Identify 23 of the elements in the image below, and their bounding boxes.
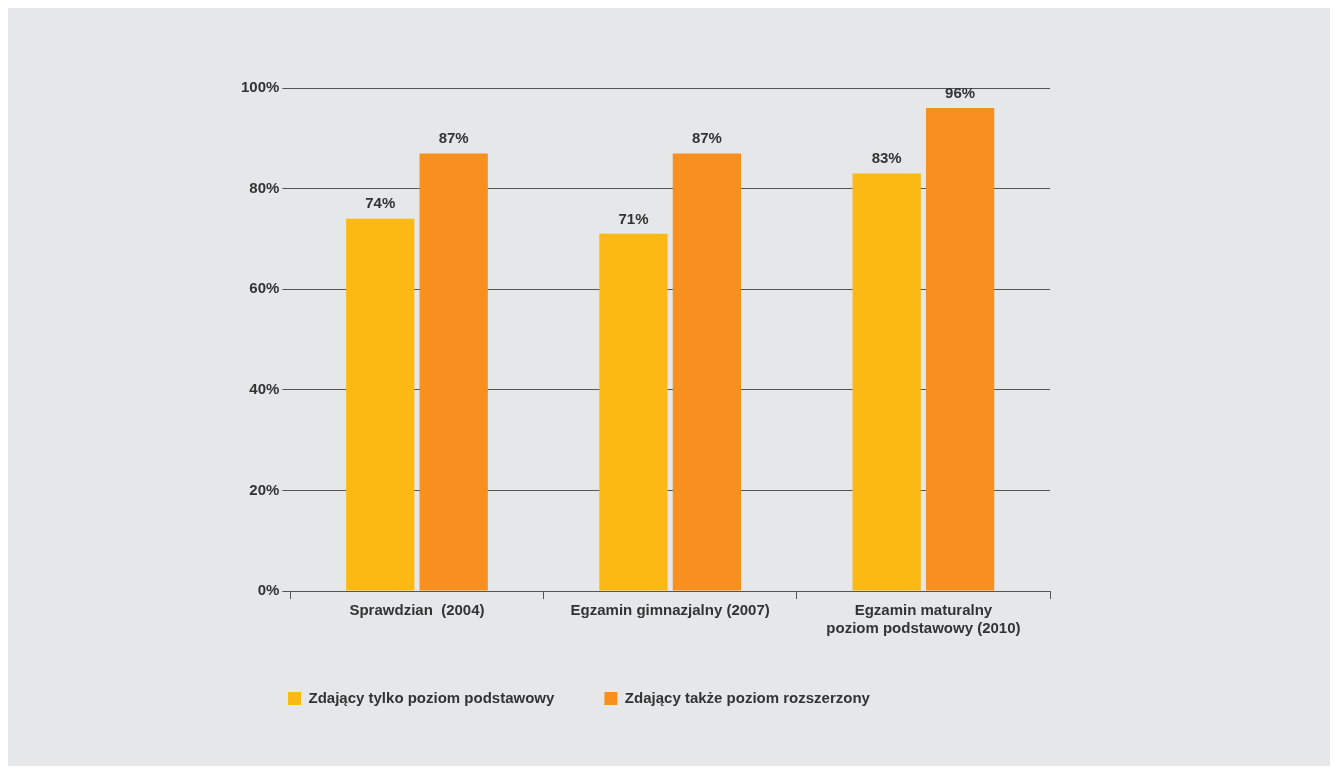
x-tick-label: Egzamin gimnazjalny (2007) — [570, 601, 770, 619]
legend-label: Zdający tylko poziom podstawowy — [308, 688, 556, 706]
bar — [599, 233, 668, 591]
data-label: 71% — [618, 209, 649, 227]
data-label: 74% — [365, 194, 396, 212]
bar — [925, 108, 995, 591]
y-tick-label: 80% — [249, 178, 280, 196]
bar — [672, 153, 742, 591]
y-tick-label: 0% — [257, 581, 280, 599]
bar — [852, 173, 921, 591]
data-label: 87% — [691, 129, 722, 147]
y-tick-label: 60% — [249, 279, 280, 297]
x-tick-label: Egzamin maturalny poziom podstawowy (2010) — [826, 601, 1021, 637]
data-label: 87% — [438, 129, 469, 147]
data-label: 96% — [945, 83, 976, 101]
y-tick-label: 100% — [240, 78, 280, 96]
y-tick-label: 40% — [249, 379, 280, 397]
x-tick-label: Sprawdzian (2004) — [349, 601, 485, 619]
data-label: 83% — [871, 149, 902, 167]
y-tick-label: 20% — [249, 480, 280, 498]
bar — [346, 218, 415, 591]
bar — [419, 153, 488, 591]
legend-label: Zdający także poziom rozszerzony — [624, 688, 871, 706]
